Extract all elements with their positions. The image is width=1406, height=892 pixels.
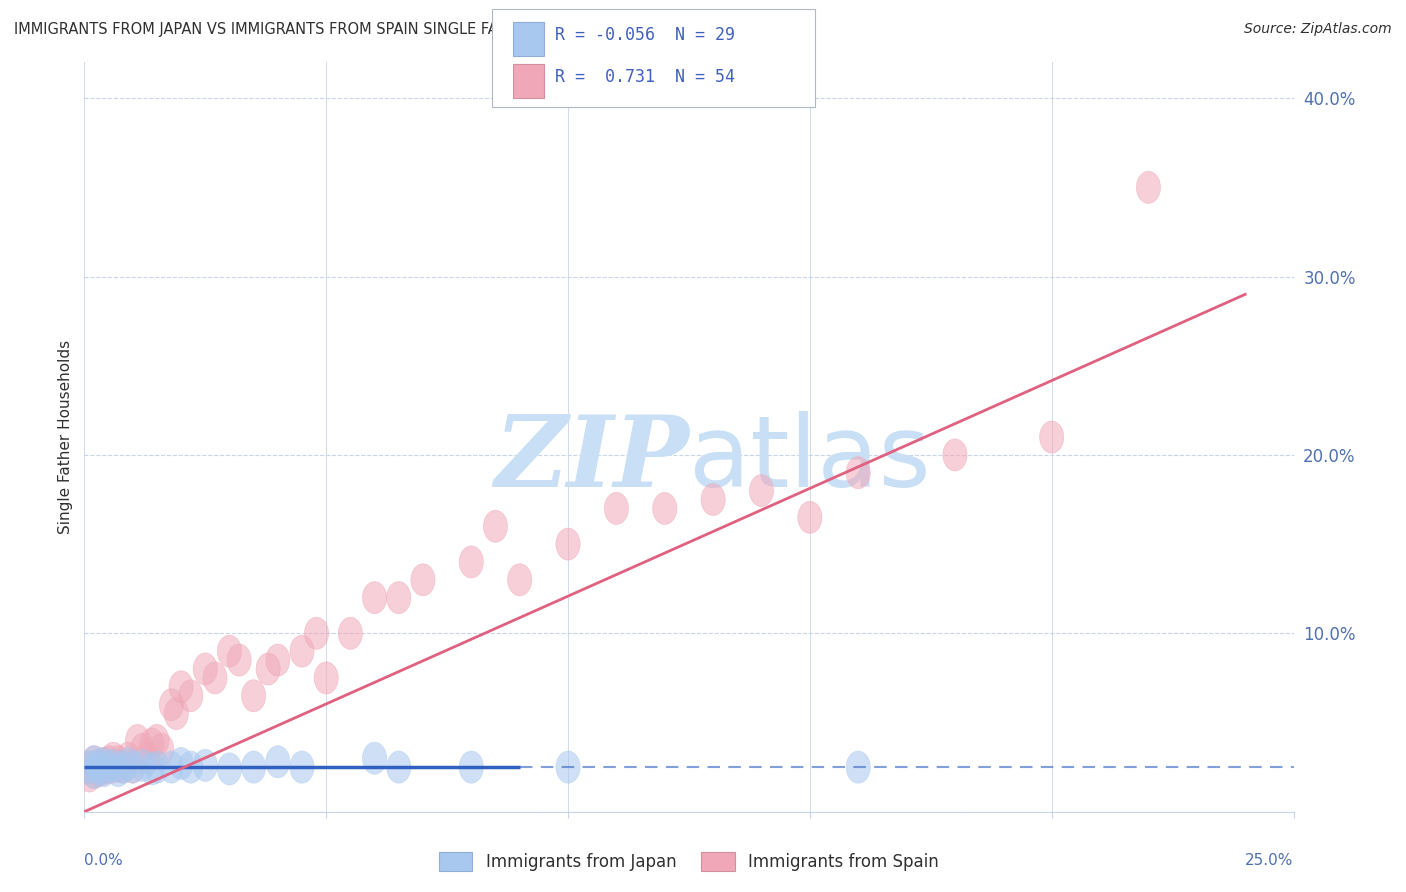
- Ellipse shape: [460, 546, 484, 578]
- Ellipse shape: [82, 746, 105, 778]
- Ellipse shape: [135, 742, 159, 774]
- Ellipse shape: [121, 751, 145, 783]
- Ellipse shape: [159, 751, 184, 783]
- Ellipse shape: [555, 528, 581, 560]
- Text: 25.0%: 25.0%: [1246, 853, 1294, 868]
- Ellipse shape: [169, 671, 193, 703]
- Ellipse shape: [218, 753, 242, 785]
- Ellipse shape: [149, 733, 174, 765]
- Ellipse shape: [105, 749, 131, 781]
- Ellipse shape: [266, 644, 290, 676]
- Ellipse shape: [460, 751, 484, 783]
- Ellipse shape: [91, 755, 115, 787]
- Ellipse shape: [97, 746, 121, 778]
- Ellipse shape: [77, 751, 101, 783]
- Ellipse shape: [193, 653, 218, 685]
- Ellipse shape: [314, 662, 339, 694]
- Ellipse shape: [105, 755, 131, 787]
- Ellipse shape: [387, 751, 411, 783]
- Ellipse shape: [121, 751, 145, 783]
- Ellipse shape: [125, 724, 149, 756]
- Ellipse shape: [87, 755, 111, 787]
- Ellipse shape: [87, 749, 111, 781]
- Ellipse shape: [97, 751, 121, 783]
- Ellipse shape: [749, 475, 773, 507]
- Text: R = -0.056  N = 29: R = -0.056 N = 29: [555, 26, 735, 44]
- Ellipse shape: [87, 753, 111, 785]
- Ellipse shape: [363, 582, 387, 614]
- Ellipse shape: [101, 742, 125, 774]
- Ellipse shape: [169, 747, 193, 780]
- Text: R =  0.731  N = 54: R = 0.731 N = 54: [555, 68, 735, 86]
- Ellipse shape: [702, 483, 725, 516]
- Ellipse shape: [165, 698, 188, 730]
- Ellipse shape: [141, 753, 165, 785]
- Ellipse shape: [82, 756, 105, 789]
- Ellipse shape: [91, 753, 115, 785]
- Text: atlas: atlas: [689, 411, 931, 508]
- Ellipse shape: [179, 680, 202, 712]
- Ellipse shape: [484, 510, 508, 542]
- Ellipse shape: [1039, 421, 1064, 453]
- Ellipse shape: [555, 751, 581, 783]
- Ellipse shape: [1136, 171, 1160, 203]
- Ellipse shape: [652, 492, 676, 524]
- Ellipse shape: [131, 749, 155, 781]
- Ellipse shape: [77, 760, 101, 792]
- Text: IMMIGRANTS FROM JAPAN VS IMMIGRANTS FROM SPAIN SINGLE FATHER HOUSEHOLDS CORRELAT: IMMIGRANTS FROM JAPAN VS IMMIGRANTS FROM…: [14, 22, 806, 37]
- Ellipse shape: [242, 751, 266, 783]
- Ellipse shape: [131, 733, 155, 765]
- Text: 0.0%: 0.0%: [84, 853, 124, 868]
- Ellipse shape: [91, 747, 115, 780]
- Ellipse shape: [111, 751, 135, 783]
- Ellipse shape: [82, 756, 105, 789]
- Ellipse shape: [256, 653, 280, 685]
- Ellipse shape: [115, 747, 141, 780]
- Ellipse shape: [846, 457, 870, 489]
- Ellipse shape: [202, 662, 226, 694]
- Ellipse shape: [87, 749, 111, 781]
- Ellipse shape: [101, 751, 125, 783]
- Ellipse shape: [97, 751, 121, 783]
- Ellipse shape: [82, 746, 105, 778]
- Ellipse shape: [508, 564, 531, 596]
- Ellipse shape: [226, 644, 252, 676]
- Ellipse shape: [387, 582, 411, 614]
- Ellipse shape: [797, 501, 823, 533]
- Ellipse shape: [101, 749, 125, 781]
- Ellipse shape: [145, 751, 169, 783]
- Ellipse shape: [339, 617, 363, 649]
- Ellipse shape: [141, 728, 165, 760]
- Ellipse shape: [111, 751, 135, 783]
- Ellipse shape: [91, 747, 115, 780]
- Ellipse shape: [145, 724, 169, 756]
- Ellipse shape: [218, 635, 242, 667]
- Ellipse shape: [605, 492, 628, 524]
- Ellipse shape: [290, 635, 314, 667]
- Y-axis label: Single Father Households: Single Father Households: [58, 340, 73, 534]
- Ellipse shape: [943, 439, 967, 471]
- Ellipse shape: [305, 617, 329, 649]
- Ellipse shape: [846, 751, 870, 783]
- Ellipse shape: [290, 751, 314, 783]
- Ellipse shape: [266, 746, 290, 778]
- Ellipse shape: [105, 746, 131, 778]
- Ellipse shape: [193, 749, 218, 781]
- Text: Source: ZipAtlas.com: Source: ZipAtlas.com: [1244, 22, 1392, 37]
- Ellipse shape: [411, 564, 434, 596]
- Ellipse shape: [242, 680, 266, 712]
- Ellipse shape: [115, 742, 141, 774]
- Legend: Immigrants from Japan, Immigrants from Spain: Immigrants from Japan, Immigrants from S…: [439, 852, 939, 871]
- Text: ZIP: ZIP: [494, 411, 689, 508]
- Ellipse shape: [159, 689, 184, 721]
- Ellipse shape: [77, 751, 101, 783]
- Ellipse shape: [363, 742, 387, 774]
- Ellipse shape: [179, 751, 202, 783]
